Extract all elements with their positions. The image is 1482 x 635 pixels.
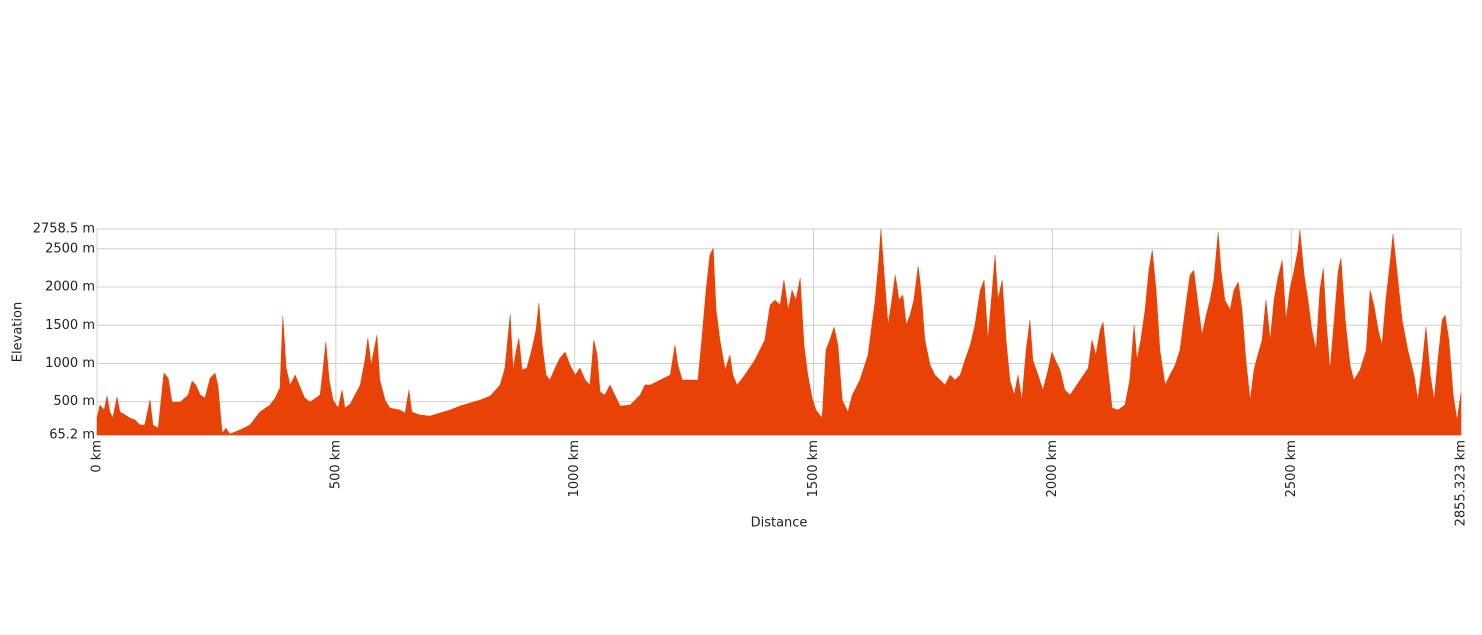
x-tick-label: 1500 km <box>806 440 821 497</box>
y-tick-label: 2000 m <box>45 280 95 295</box>
y-axis-label: Elevation <box>11 302 26 362</box>
y-tick-label: 65.2 m <box>49 428 95 443</box>
y-tick-label: 2758.5 m <box>33 222 95 237</box>
y-tick-label: 500 m <box>53 394 95 409</box>
y-tick-label: 1500 m <box>45 318 95 333</box>
y-tick-label: 1000 m <box>45 356 95 371</box>
x-tick-label: 2500 km <box>1284 440 1299 497</box>
x-tick-label: 2855.323 km <box>1454 440 1469 526</box>
x-tick-label: 1000 km <box>567 440 582 497</box>
x-tick-label: 500 km <box>328 440 343 489</box>
x-tick-label: 0 km <box>90 440 105 473</box>
elevation-area <box>96 229 1462 436</box>
y-tick-label: 2500 m <box>45 241 95 256</box>
x-axis-label: Distance <box>751 516 808 531</box>
x-tick-label: 2000 km <box>1045 440 1060 497</box>
